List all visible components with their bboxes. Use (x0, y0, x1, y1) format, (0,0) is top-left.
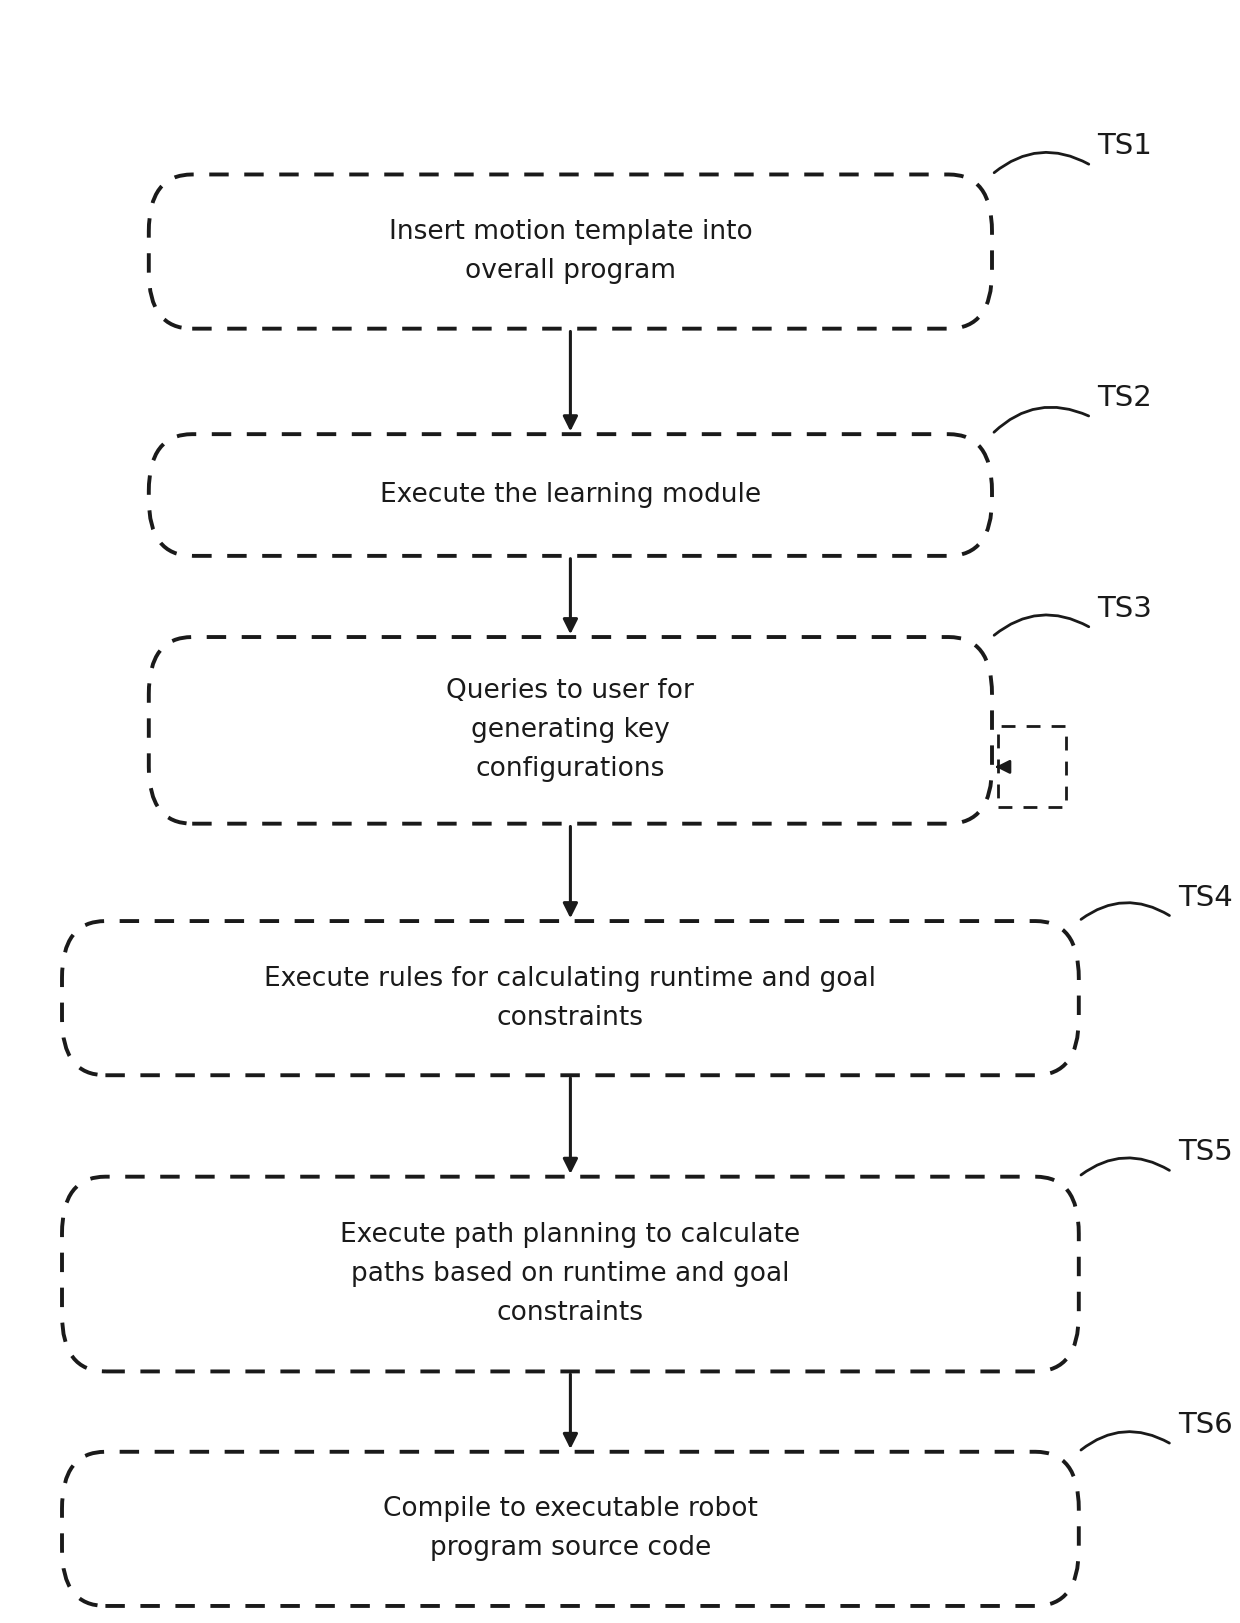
Text: TS4: TS4 (1178, 883, 1233, 912)
FancyBboxPatch shape (998, 725, 1066, 807)
FancyArrowPatch shape (1081, 1431, 1169, 1449)
Text: TS3: TS3 (1097, 594, 1152, 623)
FancyArrowPatch shape (1081, 1157, 1169, 1175)
Text: Execute rules for calculating runtime and goal
constraints: Execute rules for calculating runtime an… (264, 966, 877, 1031)
FancyBboxPatch shape (62, 1451, 1079, 1607)
FancyArrowPatch shape (994, 153, 1089, 172)
Text: Execute the learning module: Execute the learning module (379, 482, 761, 508)
Text: Insert motion template into
overall program: Insert motion template into overall prog… (388, 219, 753, 284)
FancyArrowPatch shape (994, 615, 1089, 635)
FancyBboxPatch shape (149, 175, 992, 328)
Text: Execute path planning to calculate
paths based on runtime and goal
constraints: Execute path planning to calculate paths… (340, 1222, 801, 1326)
FancyArrowPatch shape (1081, 902, 1169, 919)
FancyBboxPatch shape (149, 636, 992, 823)
Text: Compile to executable robot
program source code: Compile to executable robot program sour… (383, 1496, 758, 1561)
Text: TS6: TS6 (1178, 1410, 1233, 1440)
Text: TS2: TS2 (1097, 383, 1152, 412)
Text: Queries to user for
generating key
configurations: Queries to user for generating key confi… (446, 678, 694, 782)
FancyBboxPatch shape (62, 1177, 1079, 1371)
FancyBboxPatch shape (149, 435, 992, 555)
FancyBboxPatch shape (62, 922, 1079, 1074)
Text: TS5: TS5 (1178, 1138, 1233, 1167)
Text: TS1: TS1 (1097, 131, 1152, 161)
FancyArrowPatch shape (994, 407, 1089, 432)
